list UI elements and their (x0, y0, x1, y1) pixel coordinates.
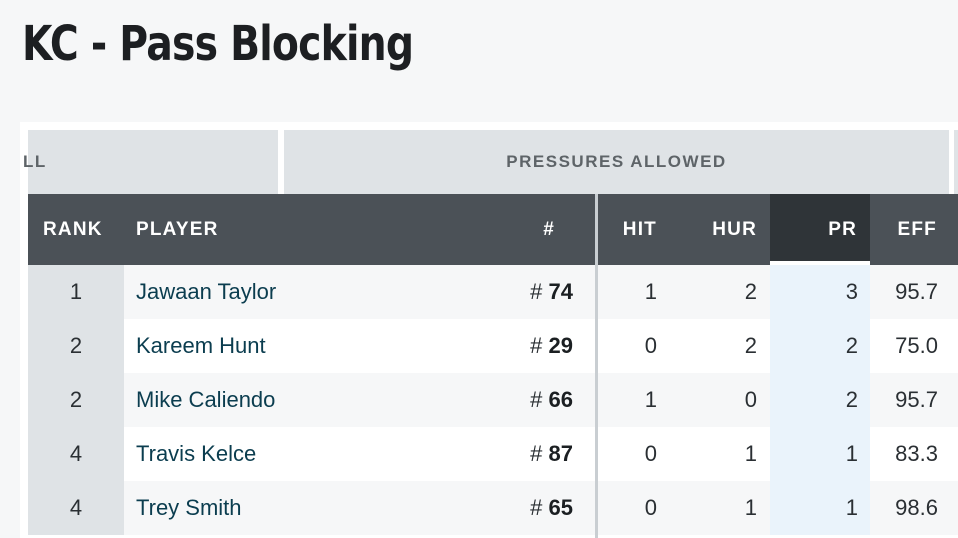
hit-cell: 0 (644, 441, 657, 466)
group-header-all: LL (23, 130, 278, 194)
jersey-number: 87 (548, 441, 573, 466)
jersey-number: 74 (548, 279, 573, 304)
pass-blocking-table: LL PRESSURES ALLOWED RANK PLAYER # HIT H… (20, 122, 958, 538)
column-header-pr[interactable]: PR (828, 218, 857, 240)
page-title: KC - Pass Blocking (22, 16, 414, 72)
table-row: 2 Mike Caliendo # 66 1 0 2 95.7 (28, 373, 958, 427)
jersey-number-cell: # 66 (468, 373, 573, 427)
table-body: 1 Jawaan Taylor # 74 1 2 3 95.7 2 Kareem… (28, 265, 958, 535)
table-row: 4 Travis Kelce # 87 0 1 1 83.3 (28, 427, 958, 481)
hur-cell: 0 (744, 387, 757, 412)
group-header-all-label: LL (23, 152, 47, 171)
player-link[interactable]: Mike Caliendo (136, 387, 276, 412)
rank-cell-bg (28, 265, 124, 319)
column-header-rank[interactable]: RANK (43, 218, 103, 240)
pr-cell: 2 (845, 387, 858, 412)
jersey-prefix: # (530, 333, 549, 358)
rank-cell: 2 (69, 387, 83, 412)
jersey-prefix: # (530, 279, 549, 304)
rank-cell-bg (28, 319, 124, 373)
column-header-row: RANK PLAYER # HIT HUR PR EFF (28, 194, 958, 265)
sorted-column-indicator (770, 194, 870, 265)
hit-cell: 1 (644, 387, 657, 412)
pr-cell: 1 (845, 441, 858, 466)
jersey-number: 29 (548, 333, 573, 358)
jersey-number-cell: # 65 (468, 481, 573, 535)
pr-cell-bg (770, 265, 870, 319)
eff-cell: 95.7 (895, 279, 938, 304)
rank-cell: 4 (69, 495, 83, 520)
pr-cell-bg (770, 319, 870, 373)
jersey-prefix: # (530, 495, 549, 520)
eff-cell: 98.6 (895, 495, 938, 520)
column-group-divider (595, 194, 598, 538)
jersey-number: 66 (548, 387, 573, 412)
pr-cell: 2 (845, 333, 858, 358)
hur-cell: 1 (744, 495, 757, 520)
table-row: 2 Kareem Hunt # 29 0 2 2 75.0 (28, 319, 958, 373)
hit-cell: 0 (644, 333, 657, 358)
pr-cell: 3 (845, 279, 858, 304)
player-link[interactable]: Kareem Hunt (136, 333, 266, 358)
rank-cell-bg (28, 427, 124, 481)
rank-cell: 1 (69, 279, 83, 304)
jersey-number-cell: # 74 (468, 265, 573, 319)
group-header-pressures: PRESSURES ALLOWED (284, 130, 949, 194)
column-header-player[interactable]: PLAYER (136, 218, 219, 240)
rank-cell-bg (28, 481, 124, 535)
column-header-hur[interactable]: HUR (712, 218, 757, 240)
jersey-number-cell: # 87 (468, 427, 573, 481)
eff-cell: 95.7 (895, 387, 938, 412)
hur-cell: 2 (744, 333, 757, 358)
column-header-number[interactable]: # (543, 218, 555, 240)
eff-cell: 83.3 (895, 441, 938, 466)
jersey-prefix: # (530, 387, 549, 412)
hur-cell: 1 (744, 441, 757, 466)
hit-cell: 0 (644, 495, 657, 520)
column-header-eff[interactable]: EFF (897, 218, 937, 240)
table-row: 4 Trey Smith # 65 0 1 1 98.6 (28, 481, 958, 535)
group-header-next (954, 130, 958, 194)
jersey-prefix: # (530, 441, 549, 466)
hur-cell: 2 (744, 279, 757, 304)
jersey-number: 65 (548, 495, 573, 520)
table-row: 1 Jawaan Taylor # 74 1 2 3 95.7 (28, 265, 958, 319)
column-header-hit[interactable]: HIT (622, 218, 657, 240)
player-link[interactable]: Travis Kelce (136, 441, 257, 466)
pr-cell-bg (770, 481, 870, 535)
rank-cell-bg (28, 373, 124, 427)
jersey-number-cell: # 29 (468, 319, 573, 373)
pr-cell-bg (770, 427, 870, 481)
group-header-pressures-label: PRESSURES ALLOWED (506, 152, 727, 171)
group-header-row: LL PRESSURES ALLOWED (23, 130, 958, 194)
eff-cell: 75.0 (895, 333, 938, 358)
player-link[interactable]: Jawaan Taylor (136, 279, 277, 304)
rank-cell: 2 (69, 333, 83, 358)
pr-cell: 1 (845, 495, 858, 520)
hit-cell: 1 (644, 279, 657, 304)
player-link[interactable]: Trey Smith (136, 495, 242, 520)
rank-cell: 4 (69, 441, 83, 466)
pr-cell-bg (770, 373, 870, 427)
